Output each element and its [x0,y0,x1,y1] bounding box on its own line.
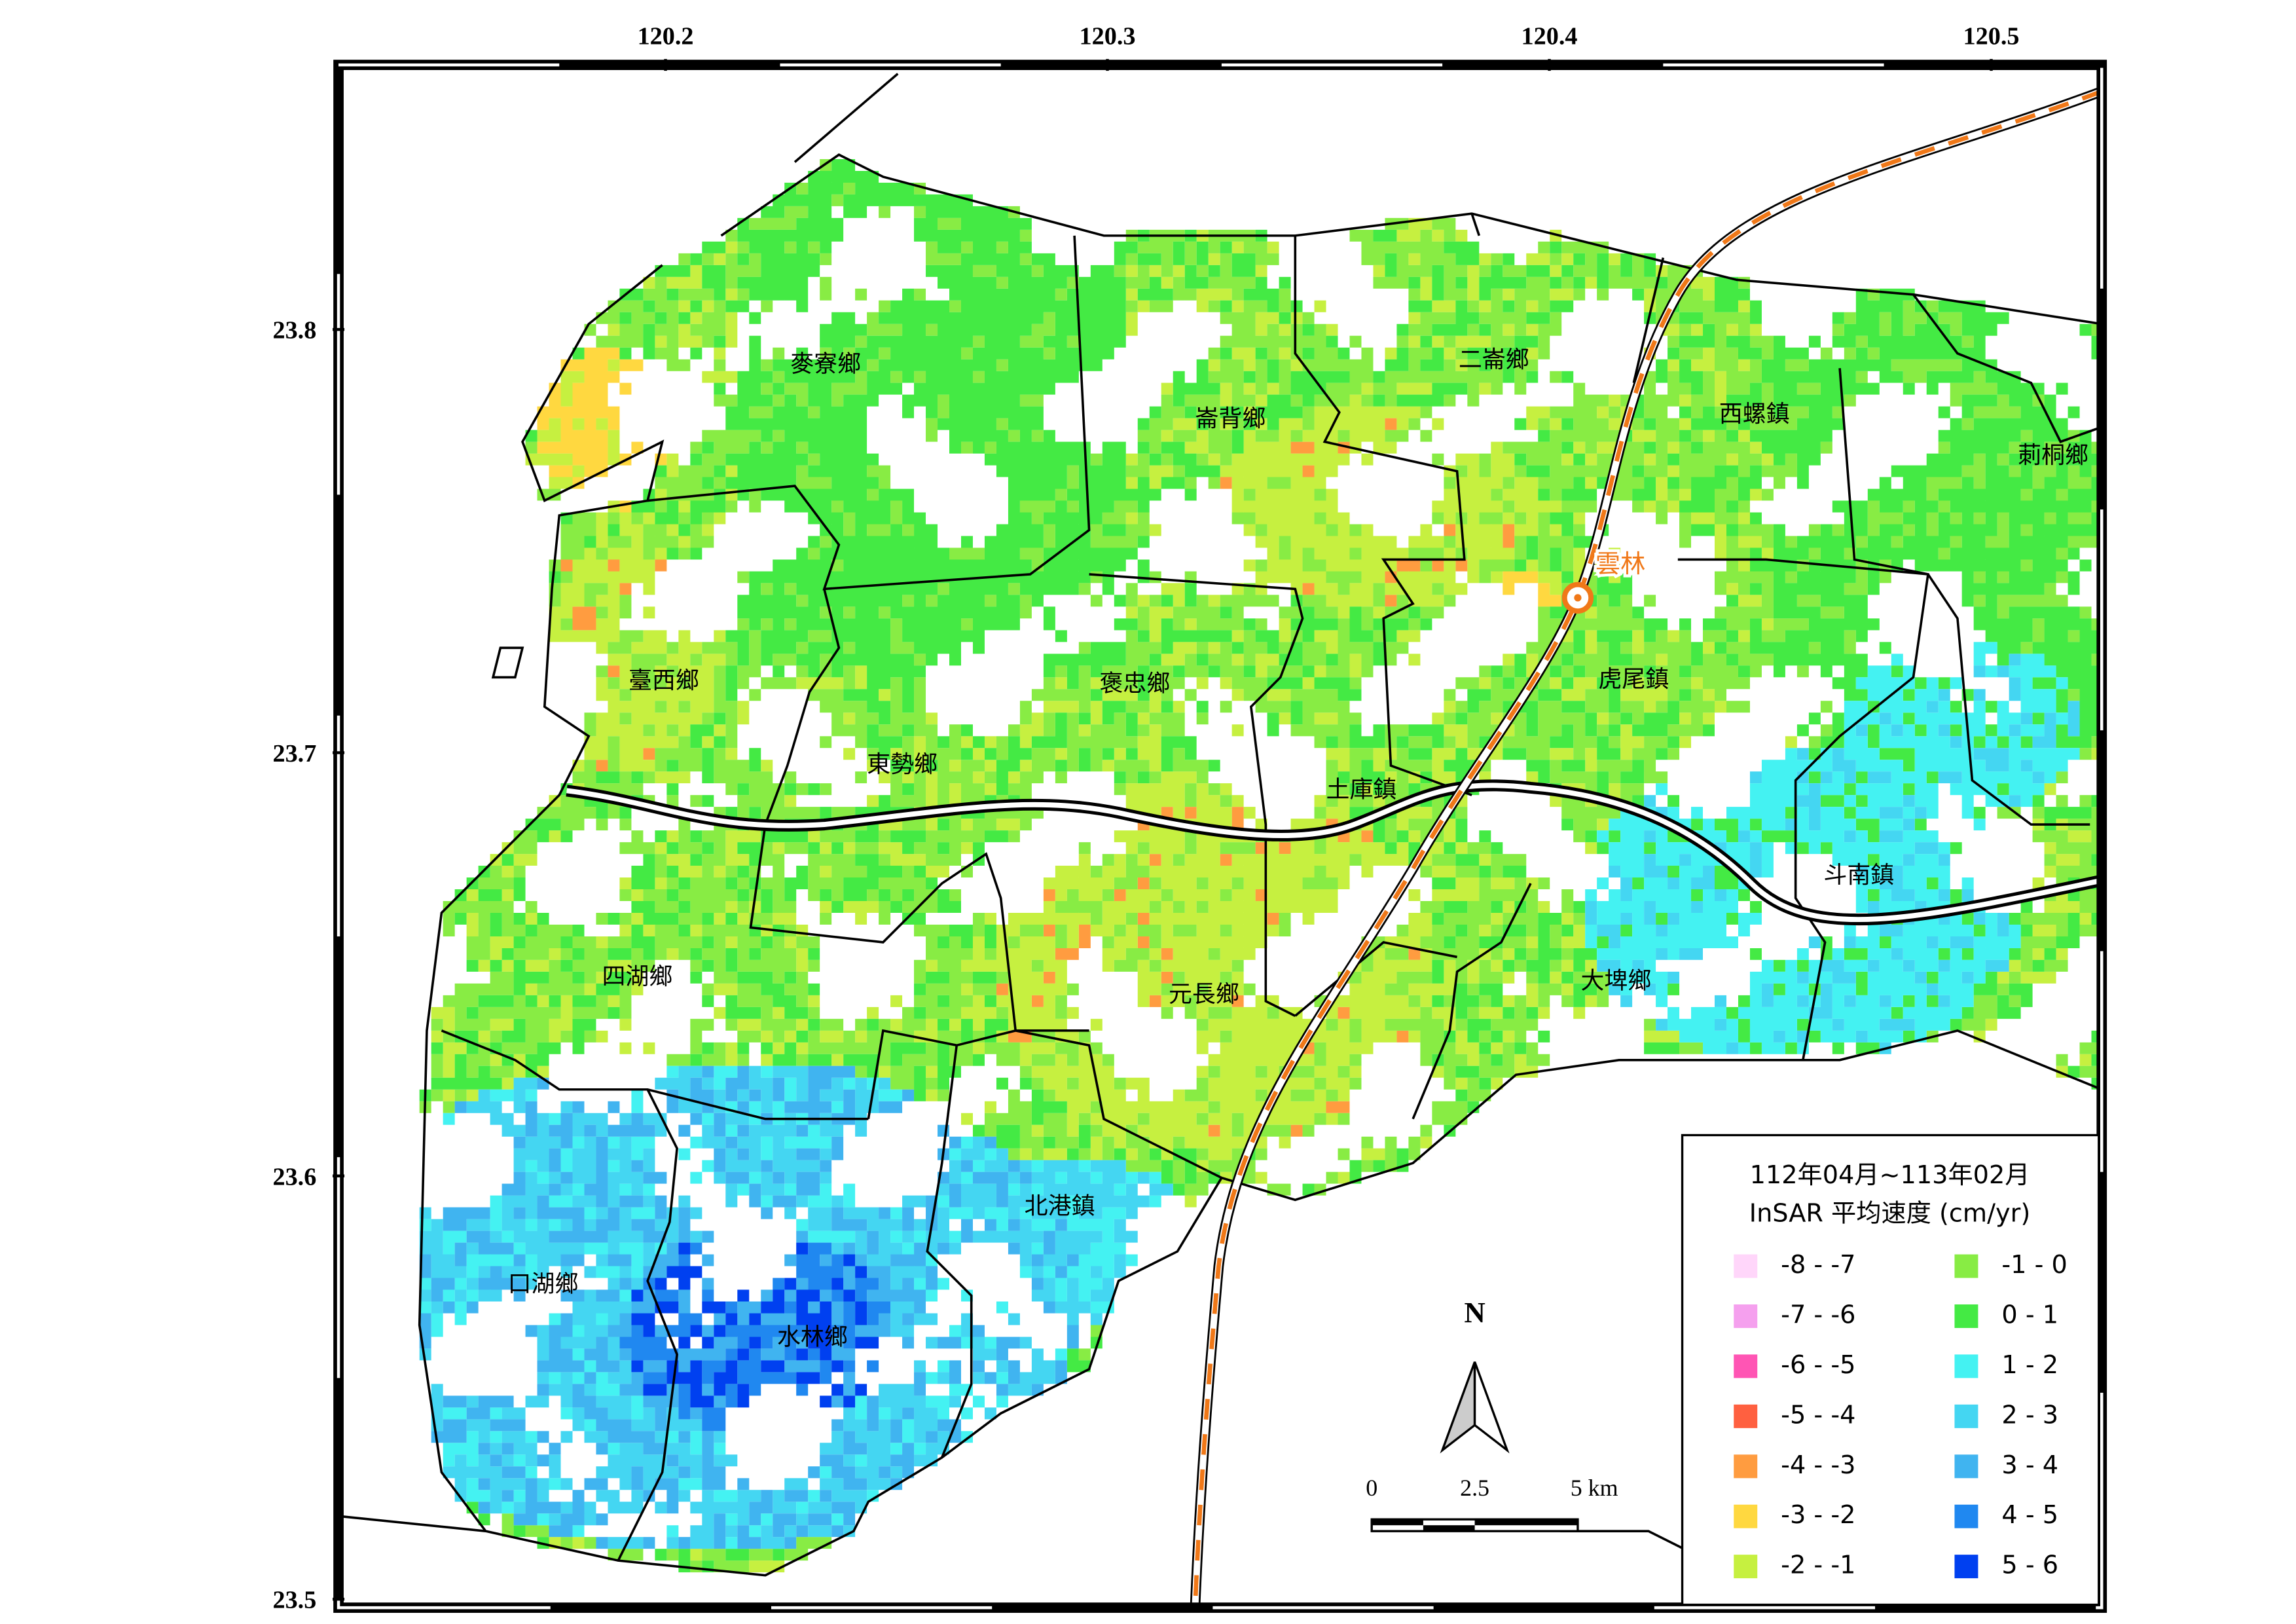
legend-label: 4 - 5 [2001,1501,2058,1530]
legend-label: 1 - 2 [2001,1351,2058,1380]
township-label: 二崙鄉 [1459,346,1529,373]
insar-cells [419,158,2104,1573]
legend-swatch [1954,1254,1978,1278]
legend-swatch [1734,1504,1758,1528]
north-label: N [1464,1296,1485,1329]
legend-label: -4 - -3 [1781,1451,1855,1480]
highway-fill [566,783,2103,923]
legend-label: -1 - 0 [2001,1251,2067,1280]
legend-label: 5 - 6 [2001,1551,2058,1580]
township-label: 褒忠鄉 [1099,671,1170,697]
scale-bar: 0 2.5 5 km [1366,1475,1618,1532]
highway [566,779,2104,926]
legend: 112年04月~113年02月 InSAR 平均速度 (cm/yr) -8 - -7… [1681,1134,2100,1606]
legend-swatch [1954,1304,1978,1328]
insar-cells [419,654,2080,1549]
scale-seg [1423,1525,1475,1532]
legend-swatch [1734,1404,1758,1428]
legend-label: -7 - -6 [1781,1301,1855,1329]
legend-swatch [1954,1555,1978,1579]
township-label: 臺西鄉 [629,667,699,694]
x-tick-label: 120.5 [1963,23,2020,50]
railway-dash [1193,89,2103,1608]
township-label: 北港鎮 [1025,1193,1095,1220]
insar-cells [431,217,2104,1573]
township-label: 四湖鄉 [602,963,672,990]
township-label: 水林鄉 [777,1324,848,1351]
legend-label: -5 - -4 [1781,1401,1855,1430]
frame-inner [337,63,2104,1610]
legend-title: 112年04月~113年02月 [1750,1161,2030,1190]
scale-label: 2.5 [1460,1475,1489,1501]
township-label: 西螺鎮 [1719,401,1790,428]
legend-swatch [1734,1354,1758,1378]
outer-boundary [341,73,2102,1562]
insar-cells [419,1065,1079,1549]
y-tick-label: 23.7 [272,740,316,767]
x-tick-label: 120.2 [638,23,694,50]
township-label: 元長鄉 [1169,981,1239,1008]
legend-label: 0 - 1 [2001,1301,2058,1329]
frame [333,60,2107,1613]
legend-swatch [1954,1504,1978,1528]
legend-label: -3 - -2 [1781,1501,1855,1530]
legend-swatch [1734,1454,1758,1479]
station-label: 雲林 [1595,550,1645,579]
township-label: 麥寮鄉 [790,351,861,378]
township-boundary [1632,257,2090,1061]
insar-cells [419,642,2080,1549]
legend-label: -6 - -5 [1781,1351,1855,1380]
legend-swatch [1954,1404,1978,1428]
legend-swatch [1734,1555,1758,1579]
scale-seg [1474,1519,1578,1526]
township-label: 莿桐鄉 [2018,442,2088,469]
ticks: 120.2 120.3 120.4 120.5 23.8 23.7 23.6 23.5 [272,23,2019,1614]
island [491,646,524,679]
legend-swatch [1734,1304,1758,1328]
township-boundary [749,213,1481,1032]
legend-label: 2 - 3 [2001,1401,2058,1430]
township-label: 東勢鄉 [867,751,938,778]
coastline [720,153,2102,325]
arrow-right [1473,1361,1510,1454]
legend-label: -8 - -7 [1781,1251,1855,1280]
y-tick-label: 23.8 [272,317,316,344]
y-tick-label: 23.6 [272,1163,316,1190]
township-label: 斗南鎮 [1823,862,1894,889]
north-arrow: N [1440,1296,1510,1454]
railway [1190,86,2104,1608]
township-label: 崙背鄉 [1195,405,1266,432]
township-boundary [441,883,1532,1561]
legend-title: InSAR 平均速度 (cm/yr) [1749,1199,2030,1228]
insar-cells [631,1242,879,1408]
x-tick-label: 120.4 [1522,23,1578,50]
x-tick-label: 120.3 [1080,23,1136,50]
township-label: 虎尾鎮 [1598,666,1669,693]
legend-swatch [1954,1454,1978,1479]
insar-cells [419,158,2104,1573]
station-dot [1574,594,1582,602]
boundaries [341,73,2102,1577]
legend-swatch [1954,1354,1978,1378]
legend-label: 3 - 4 [2001,1451,2058,1480]
scale-label: 0 [1366,1475,1377,1501]
y-tick-label: 23.5 [272,1587,316,1614]
scale-seg [1372,1519,1423,1526]
insar-mosaic [419,158,2104,1573]
township-label: 口湖鄉 [508,1271,579,1298]
township-label: 大埤鄉 [1580,968,1651,995]
township-label: 土庫鎮 [1326,776,1397,803]
legend-swatch [1734,1254,1758,1278]
scale-label: 5 km [1571,1475,1618,1501]
legend-label: -2 - -1 [1781,1551,1855,1580]
